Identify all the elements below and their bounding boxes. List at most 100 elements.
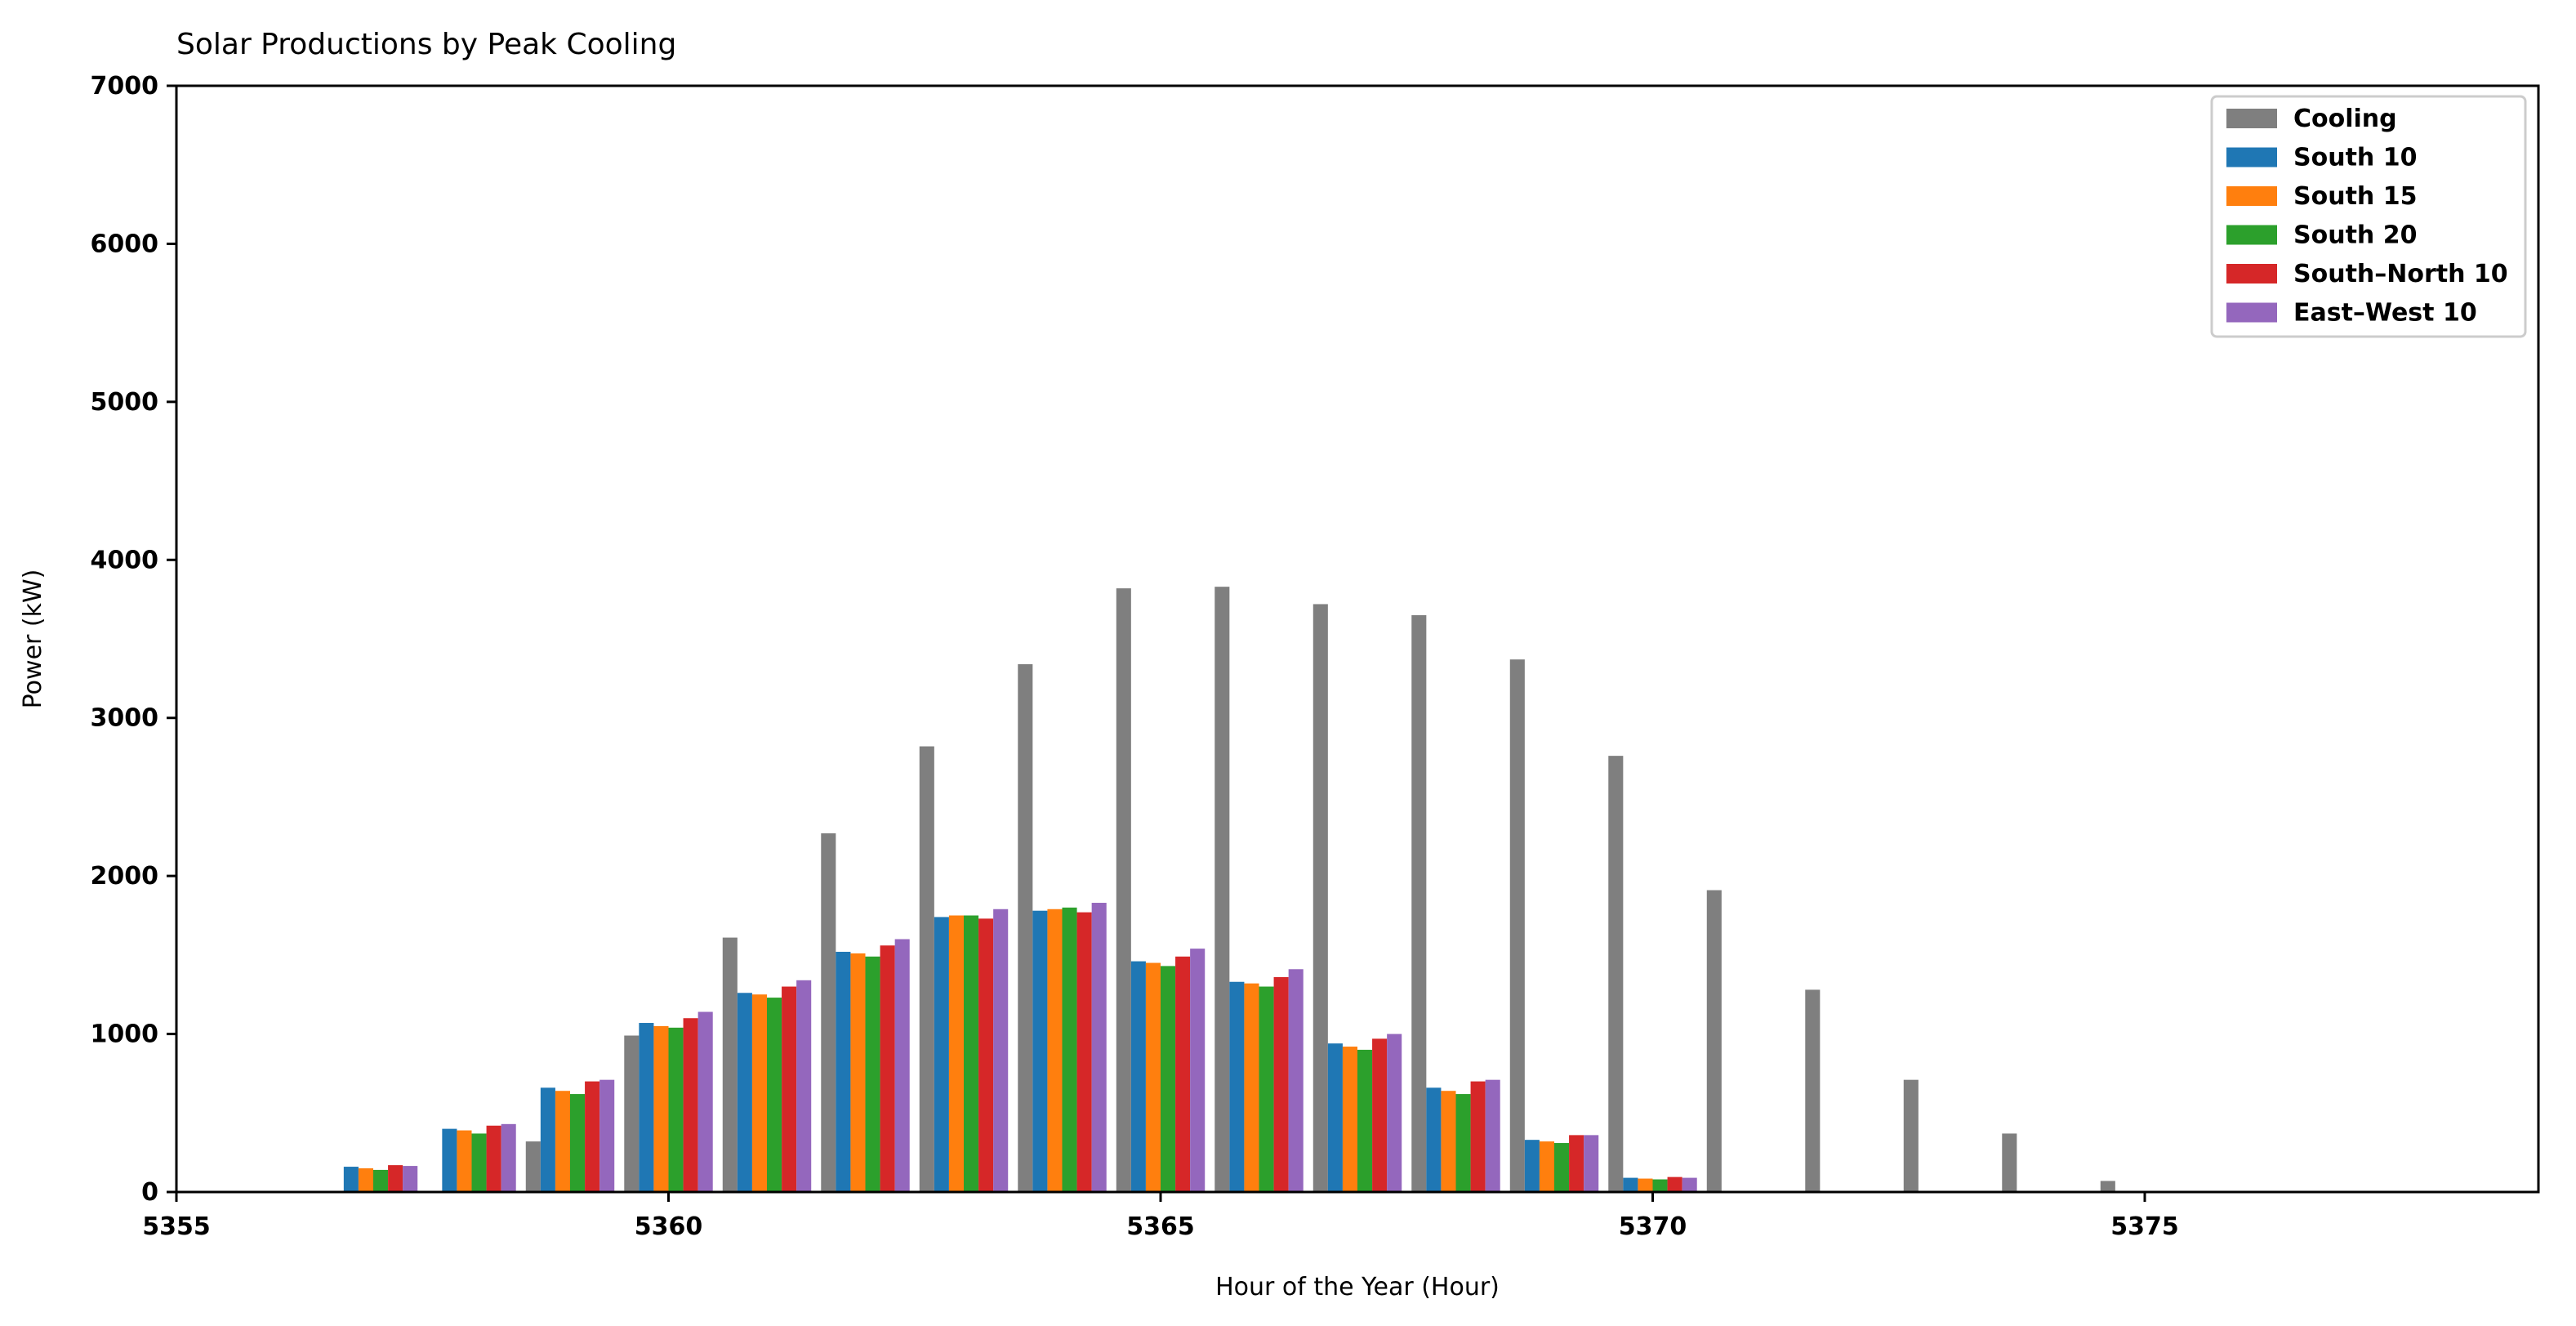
y-axis-label: Power (kW) bbox=[19, 569, 47, 709]
x-axis-label: Hour of the Year (Hour) bbox=[1215, 1273, 1500, 1301]
bar-0-7 bbox=[1018, 663, 1033, 1192]
bar-0-14 bbox=[1706, 890, 1722, 1192]
bar-0-17 bbox=[2002, 1133, 2017, 1192]
bar-0-10 bbox=[1313, 604, 1328, 1192]
bar-2-9 bbox=[1244, 983, 1259, 1192]
legend-label: South–North 10 bbox=[2293, 260, 2508, 288]
bar-5-9 bbox=[1288, 969, 1304, 1192]
legend: Cooling South 10 South 15 South 20 South–Nor… bbox=[2210, 95, 2527, 338]
bar-2-13 bbox=[1638, 1178, 1653, 1192]
bar-4-6 bbox=[978, 918, 994, 1192]
y-tick-label: 2000 bbox=[91, 862, 159, 891]
plot-frame bbox=[175, 84, 2540, 1194]
chart-title: Solar Productions by Peak Cooling bbox=[176, 28, 676, 61]
x-tick-label: 5370 bbox=[1619, 1212, 1687, 1241]
bar-5-0 bbox=[403, 1166, 418, 1192]
bar-4-2 bbox=[585, 1081, 600, 1192]
bar-2-7 bbox=[1047, 909, 1063, 1192]
bar-3-8 bbox=[1161, 966, 1176, 1192]
legend-label: South 20 bbox=[2293, 221, 2417, 250]
y-tick-label: 7000 bbox=[91, 72, 159, 100]
bar-3-2 bbox=[570, 1094, 586, 1192]
bar-4-12 bbox=[1569, 1135, 1584, 1192]
bar-5-8 bbox=[1190, 949, 1206, 1192]
y-tick-label: 6000 bbox=[91, 230, 159, 258]
bar-2-10 bbox=[1342, 1047, 1357, 1192]
bar-1-4 bbox=[737, 993, 752, 1192]
bar-5-6 bbox=[993, 909, 1009, 1192]
bar-4-10 bbox=[1372, 1038, 1388, 1192]
bar-2-6 bbox=[948, 915, 964, 1192]
bar-1-5 bbox=[836, 951, 851, 1192]
bar-3-6 bbox=[964, 915, 979, 1192]
bar-2-1 bbox=[457, 1130, 472, 1192]
bar-0-3 bbox=[624, 1035, 640, 1192]
bar-2-4 bbox=[751, 994, 767, 1192]
bar-2-5 bbox=[850, 953, 866, 1192]
bar-3-12 bbox=[1554, 1143, 1570, 1192]
bar-0-9 bbox=[1214, 587, 1230, 1192]
bar-3-11 bbox=[1455, 1094, 1471, 1192]
bar-3-5 bbox=[865, 956, 880, 1192]
legend-swatch bbox=[2226, 225, 2277, 245]
bar-5-2 bbox=[599, 1079, 615, 1192]
bar-0-12 bbox=[1509, 659, 1525, 1192]
legend-label: East–West 10 bbox=[2293, 299, 2477, 328]
bar-3-13 bbox=[1652, 1179, 1668, 1192]
bar-1-1 bbox=[442, 1128, 457, 1192]
bar-3-3 bbox=[668, 1027, 684, 1192]
legend-label: Cooling bbox=[2293, 105, 2397, 133]
y-tick-label: 4000 bbox=[91, 546, 159, 574]
y-axis-ticks: 0 1000 2000 3000 4000 5000 6000 7000 bbox=[91, 72, 176, 1207]
x-tick-label: 5365 bbox=[1126, 1212, 1195, 1241]
bar-2-11 bbox=[1441, 1091, 1456, 1192]
bar-0-4 bbox=[722, 937, 738, 1192]
bar-1-2 bbox=[540, 1087, 555, 1192]
bar-4-8 bbox=[1175, 956, 1191, 1192]
y-tick-label: 1000 bbox=[91, 1020, 159, 1049]
bar-1-10 bbox=[1327, 1043, 1343, 1192]
bar-1-11 bbox=[1426, 1087, 1442, 1192]
bar-0-6 bbox=[919, 746, 934, 1192]
bar-5-10 bbox=[1387, 1034, 1402, 1192]
bar-0-2 bbox=[525, 1141, 541, 1192]
bar-3-0 bbox=[373, 1169, 389, 1192]
bar-3-10 bbox=[1357, 1049, 1373, 1192]
bar-3-9 bbox=[1259, 986, 1274, 1192]
bar-1-3 bbox=[639, 1023, 654, 1192]
legend-label: South 15 bbox=[2293, 182, 2417, 211]
bar-5-11 bbox=[1485, 1079, 1500, 1192]
bar-4-5 bbox=[880, 945, 895, 1192]
bar-5-4 bbox=[796, 980, 812, 1192]
bar-1-7 bbox=[1032, 910, 1048, 1192]
bar-5-1 bbox=[501, 1123, 516, 1192]
bar-3-7 bbox=[1062, 907, 1077, 1192]
bar-0-8 bbox=[1116, 588, 1131, 1192]
bar-4-13 bbox=[1667, 1176, 1682, 1192]
bar-0-13 bbox=[1608, 756, 1624, 1192]
bar-1-6 bbox=[934, 917, 949, 1192]
bar-5-12 bbox=[1584, 1135, 1599, 1192]
x-tick-label: 5375 bbox=[2110, 1212, 2179, 1241]
bar-1-8 bbox=[1130, 961, 1146, 1192]
legend-swatch bbox=[2226, 186, 2277, 206]
bar-5-3 bbox=[697, 1011, 713, 1192]
bar-4-9 bbox=[1273, 976, 1289, 1192]
y-tick-label: 5000 bbox=[91, 388, 159, 417]
legend-swatch bbox=[2226, 109, 2277, 128]
bar-0-11 bbox=[1411, 614, 1427, 1192]
legend-swatch bbox=[2226, 264, 2277, 284]
bar-5-5 bbox=[894, 939, 910, 1192]
bar-4-1 bbox=[486, 1125, 501, 1192]
legend-box bbox=[2210, 95, 2527, 338]
bar-0-18 bbox=[2100, 1181, 2115, 1192]
bars-group bbox=[343, 587, 2115, 1192]
bar-5-7 bbox=[1091, 903, 1107, 1192]
bar-1-0 bbox=[343, 1167, 359, 1192]
bar-2-0 bbox=[358, 1168, 373, 1192]
bar-1-9 bbox=[1229, 981, 1245, 1192]
legend-swatch bbox=[2226, 302, 2277, 323]
bar-1-12 bbox=[1524, 1140, 1540, 1192]
bar-4-7 bbox=[1076, 912, 1092, 1192]
